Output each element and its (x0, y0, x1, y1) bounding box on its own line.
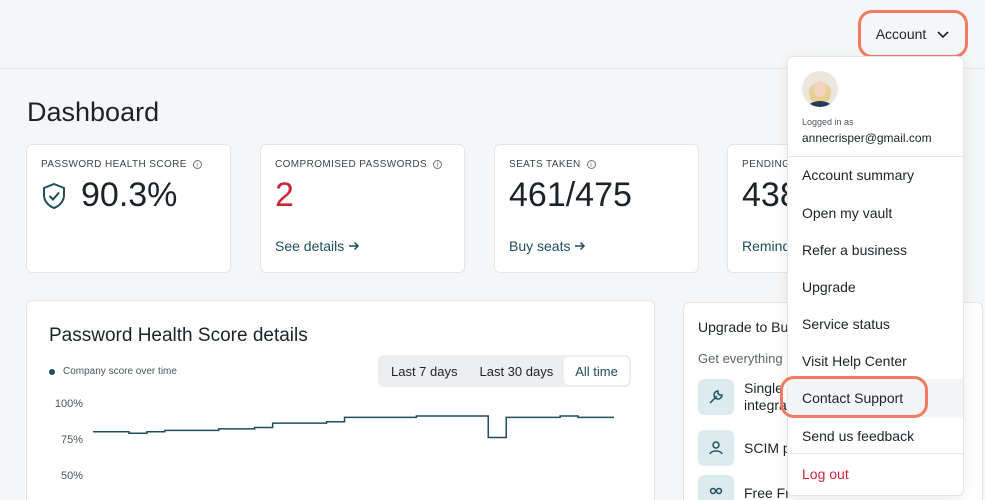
password-health-card: PASSWORD HEALTH SCORE i 90.3% (26, 144, 231, 273)
user-sync-icon (709, 441, 723, 455)
account-label: Account (875, 26, 927, 42)
promo-item-line2: integra (744, 397, 787, 413)
range-selector: Last 7 days Last 30 days All time (378, 355, 631, 387)
menu-item-upgrade[interactable]: Upgrade (802, 279, 856, 295)
menu-item-open-vault[interactable]: Open my vault (802, 205, 893, 221)
avatar-image (802, 71, 838, 107)
logged-in-label: Logged in as (802, 117, 854, 127)
arrow-right-icon (349, 241, 360, 251)
promo-item-line1: Single (744, 380, 783, 396)
y-tick-label: 50% (61, 470, 83, 482)
link-label: Buy seats (509, 238, 571, 254)
promo-item: SCIM p (698, 430, 791, 466)
chart-legend: Company score over time (49, 366, 177, 377)
panel-title: Password Health Score details (49, 325, 308, 346)
legend-label: Company score over time (63, 366, 177, 377)
menu-item-help-center[interactable]: Visit Help Center (802, 353, 907, 369)
arrow-right-icon (575, 241, 586, 251)
top-bar: Account (0, 0, 985, 69)
card-label: PASSWORD HEALTH SCORE (41, 159, 187, 170)
menu-item-send-feedback[interactable]: Send us feedback (802, 428, 915, 444)
range-7-days[interactable]: Last 7 days (391, 363, 458, 379)
link-label: Remind (742, 238, 791, 254)
promo-item-line1: Free Fr (744, 484, 790, 500)
divider (788, 453, 963, 454)
seats-taken-card: SEATS TAKEN i 461/475 Buy seats (494, 144, 699, 273)
promo-title: Upgrade to Bu (698, 319, 789, 335)
family-icon (709, 487, 723, 495)
card-label: COMPROMISED PASSWORDS (275, 159, 428, 170)
info-icon[interactable]: i (433, 160, 443, 169)
promo-item: Single integra (698, 379, 787, 415)
hover-highlight (788, 379, 963, 417)
card-label: PENDING (742, 159, 791, 170)
seats-value: 461/475 (509, 176, 632, 214)
avatar (802, 71, 838, 107)
range-all-time[interactable]: All time (564, 357, 629, 385)
see-details-link[interactable]: See details (275, 238, 360, 254)
contact-support-highlight (780, 376, 928, 418)
health-score-panel: Password Health Score details Company sc… (26, 300, 655, 500)
account-dropdown-menu: Logged in as annecrisper@gmail.com Accou… (787, 56, 964, 496)
remind-link[interactable]: Remind (742, 238, 790, 254)
series-line (93, 415, 614, 439)
menu-item-log-out[interactable]: Log out (802, 466, 849, 482)
promo-item: Free Fr (698, 475, 790, 500)
account-menu-button[interactable]: Account (858, 10, 968, 58)
menu-item-refer-business[interactable]: Refer a business (802, 242, 908, 258)
info-icon[interactable]: i (192, 160, 202, 169)
promo-subtitle: Get everything (698, 351, 783, 366)
link-label: See details (275, 238, 345, 254)
page-title: Dashboard (27, 97, 160, 127)
compromised-count: 2 (275, 176, 294, 214)
wrench-icon (709, 390, 723, 404)
menu-item-account-summary[interactable]: Account summary (802, 167, 915, 183)
card-label: SEATS TAKEN (509, 159, 581, 170)
health-score-value: 90.3% (81, 176, 178, 214)
legend-dot (49, 368, 55, 375)
shield-check-icon (43, 182, 65, 209)
y-tick-label: 75% (61, 434, 83, 446)
chevron-down-icon (937, 31, 949, 39)
divider (788, 156, 963, 157)
info-icon[interactable]: i (586, 160, 596, 169)
menu-item-service-status[interactable]: Service status (802, 316, 890, 332)
promo-item-line1: SCIM p (744, 439, 791, 456)
user-email: annecrisper@gmail.com (802, 131, 932, 145)
menu-item-contact-support[interactable]: Contact Support (802, 390, 904, 406)
y-tick-label: 100% (55, 398, 83, 410)
health-score-chart: 100% 75% 50% (55, 398, 614, 482)
compromised-passwords-card: COMPROMISED PASSWORDS i 2 See details (260, 144, 465, 273)
range-30-days[interactable]: Last 30 days (479, 363, 554, 379)
buy-seats-link[interactable]: Buy seats (509, 238, 586, 254)
